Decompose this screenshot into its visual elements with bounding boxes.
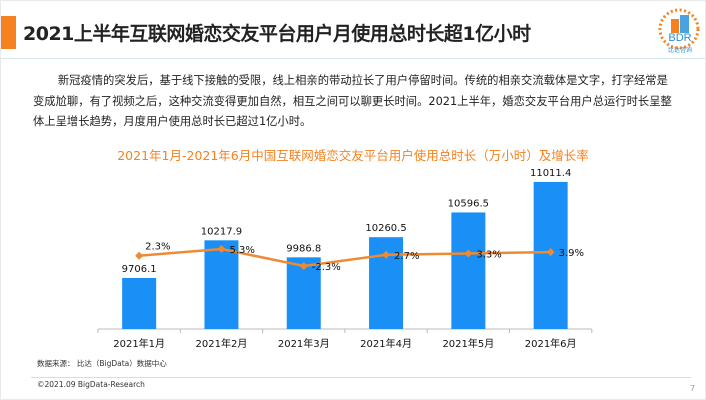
bdr-logo: BDR 比达咨询 bbox=[658, 8, 700, 54]
footer-divider bbox=[31, 377, 691, 378]
chart-title: 2021年1月-2021年6月中国互联网婚恋交友平台用户使用总时长（万小时）及增… bbox=[117, 148, 589, 163]
growth-label: -2.3% bbox=[312, 262, 341, 273]
x-tick-label: 2021年2月 bbox=[196, 337, 248, 350]
page-title: 2021上半年互联网婚恋交友平台用户月使用总时长超1亿小时 bbox=[23, 23, 531, 45]
x-tick-label: 2021年6月 bbox=[525, 337, 577, 350]
growth-label: 5.3% bbox=[229, 245, 254, 256]
growth-label: 2.3% bbox=[145, 242, 170, 253]
logo-text: BDR bbox=[668, 32, 691, 44]
x-tick-label: 2021年1月 bbox=[113, 337, 165, 350]
bar-1 bbox=[122, 277, 157, 329]
data-source: 数据来源： 比达（BigData）数据中心 bbox=[37, 359, 167, 368]
bar-5 bbox=[451, 212, 486, 329]
bar-label: 10260.5 bbox=[365, 223, 406, 234]
bar-2 bbox=[204, 240, 239, 329]
bar-label: 11011.4 bbox=[530, 168, 571, 179]
growth-point-2 bbox=[217, 244, 226, 253]
copyright: ©2021.09 BigData-Research bbox=[37, 380, 145, 389]
growth-line bbox=[139, 247, 551, 268]
growth-label: 2.7% bbox=[394, 251, 419, 262]
growth-point-3 bbox=[299, 262, 308, 270]
x-tick-label: 2021年4月 bbox=[360, 337, 412, 350]
header-accent-bar bbox=[1, 16, 16, 49]
body-paragraph: 新冠疫情的突发后，基于线下接触的受限，线上相亲的带动拉长了用户停留时间。传统的相… bbox=[33, 74, 672, 128]
growth-point-6 bbox=[546, 248, 555, 257]
growth-point-5 bbox=[464, 249, 473, 258]
growth-label: 3.3% bbox=[476, 249, 501, 260]
x-tick-label: 2021年5月 bbox=[442, 337, 494, 350]
x-tick-label: 2021年3月 bbox=[278, 337, 330, 350]
growth-label: 3.9% bbox=[559, 248, 584, 259]
page-number: 7 bbox=[690, 384, 696, 393]
bar-label: 9986.8 bbox=[286, 243, 321, 254]
growth-point-1 bbox=[135, 251, 144, 260]
logo-subtext: 比达咨询 bbox=[668, 46, 692, 54]
bar-label: 10217.9 bbox=[201, 226, 242, 237]
bar-label: 9706.1 bbox=[122, 264, 157, 275]
bar-label: 10596.5 bbox=[448, 198, 489, 209]
header-divider bbox=[1, 58, 705, 59]
growth-point-4 bbox=[382, 250, 391, 259]
